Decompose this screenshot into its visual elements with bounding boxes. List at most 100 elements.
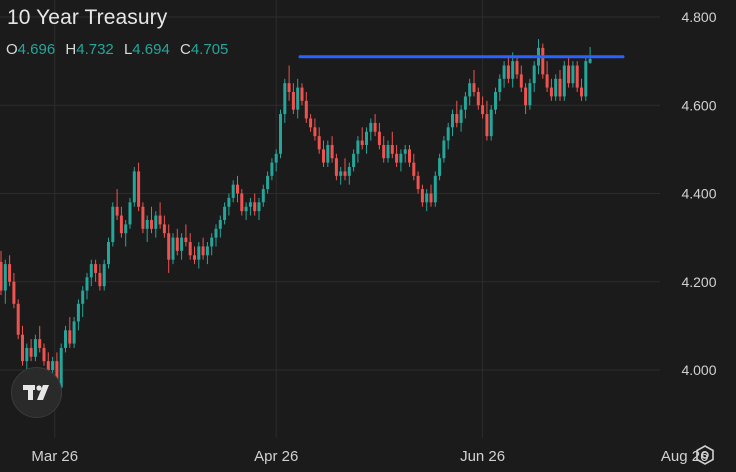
candle-up [296, 78, 300, 119]
candle-body [403, 149, 407, 154]
candle-body [519, 74, 523, 88]
settings-gear-icon[interactable] [694, 444, 716, 466]
candle-down [549, 78, 553, 101]
candle-up [261, 184, 265, 207]
candle-up [231, 180, 235, 203]
candle-up [33, 334, 37, 362]
candle-down [334, 153, 338, 181]
candle-up [257, 197, 261, 220]
candle-body [167, 233, 171, 260]
candle-up [279, 109, 282, 159]
candle-body [111, 206, 115, 243]
candle-down [21, 325, 24, 366]
candle-body [210, 237, 214, 247]
candle-up [3, 259, 7, 304]
candle-down [524, 83, 528, 115]
candle-down [476, 87, 480, 110]
candle-body [154, 215, 158, 229]
candle-body [326, 144, 330, 163]
candle-up [154, 211, 158, 238]
candle-up [274, 149, 278, 172]
candle-body [94, 264, 98, 273]
candle-body [72, 321, 76, 344]
candle-body [425, 193, 429, 203]
candle-body [416, 175, 420, 190]
candle-body [59, 347, 63, 388]
candle-up [554, 74, 558, 101]
candle-down [485, 100, 489, 141]
candle-body [236, 184, 239, 194]
candle-up [446, 122, 450, 150]
candle-down [150, 206, 153, 234]
candle-down [240, 189, 244, 216]
candle-up [433, 171, 437, 207]
candle-body [55, 361, 59, 388]
high-label: H [65, 41, 77, 58]
candle-up [102, 259, 106, 291]
candle-down [412, 153, 416, 181]
candle-body [300, 87, 304, 101]
candle-down [558, 69, 562, 101]
candle-body [584, 61, 588, 97]
y-tick-label: 4.400 [681, 186, 716, 202]
candle-body [188, 242, 192, 256]
candle-up [227, 193, 231, 216]
candle-up [171, 233, 175, 265]
candle-body [261, 189, 265, 203]
candle-body [377, 131, 381, 145]
candle-body [455, 114, 459, 123]
tradingview-logo-icon[interactable] [11, 367, 62, 418]
candle-down [184, 224, 188, 247]
open-value: 4.696 [17, 41, 56, 58]
candle-down [291, 83, 295, 115]
candle-up [72, 317, 76, 348]
candle-body [51, 361, 55, 370]
candle-body [562, 65, 566, 97]
candle-body [489, 109, 493, 137]
candle-body [515, 61, 519, 75]
candle-body [446, 127, 450, 141]
candle-body [352, 153, 356, 168]
candle-body [42, 347, 46, 362]
candle-up [494, 87, 497, 115]
candle-down [98, 264, 102, 291]
candle-body [369, 122, 373, 132]
candle-body [506, 65, 510, 79]
candle-body [46, 361, 50, 370]
candle-body [171, 237, 175, 260]
candle-body [558, 78, 562, 97]
candle-down [429, 184, 433, 207]
candle-down [68, 317, 72, 348]
candle-body [197, 246, 201, 260]
candle-down [309, 114, 313, 132]
candle-body [433, 175, 437, 203]
candle-body [468, 83, 472, 97]
candle-up [425, 189, 429, 212]
candle-body [287, 83, 291, 93]
candle-down [322, 140, 325, 168]
candle-up [111, 202, 115, 247]
candle-body [541, 47, 545, 75]
candle-body [429, 193, 433, 203]
candle-body [476, 92, 480, 106]
candle-up [403, 144, 407, 163]
candle-up [532, 61, 536, 93]
candle-body [227, 197, 231, 207]
candle-up [244, 202, 248, 220]
candle-down [158, 202, 162, 229]
candle-up [248, 197, 252, 216]
candle-up [459, 105, 463, 132]
candle-down [201, 237, 205, 260]
candle-body [571, 65, 575, 84]
settings-gear-glyph [696, 445, 714, 465]
candle-up [180, 233, 184, 260]
candle-body [223, 206, 227, 220]
candle-down [38, 325, 42, 353]
candle-down [343, 158, 347, 181]
candle-down [395, 144, 399, 168]
candle-body [76, 303, 80, 322]
candle-body [266, 175, 270, 190]
candle-up [270, 158, 274, 181]
